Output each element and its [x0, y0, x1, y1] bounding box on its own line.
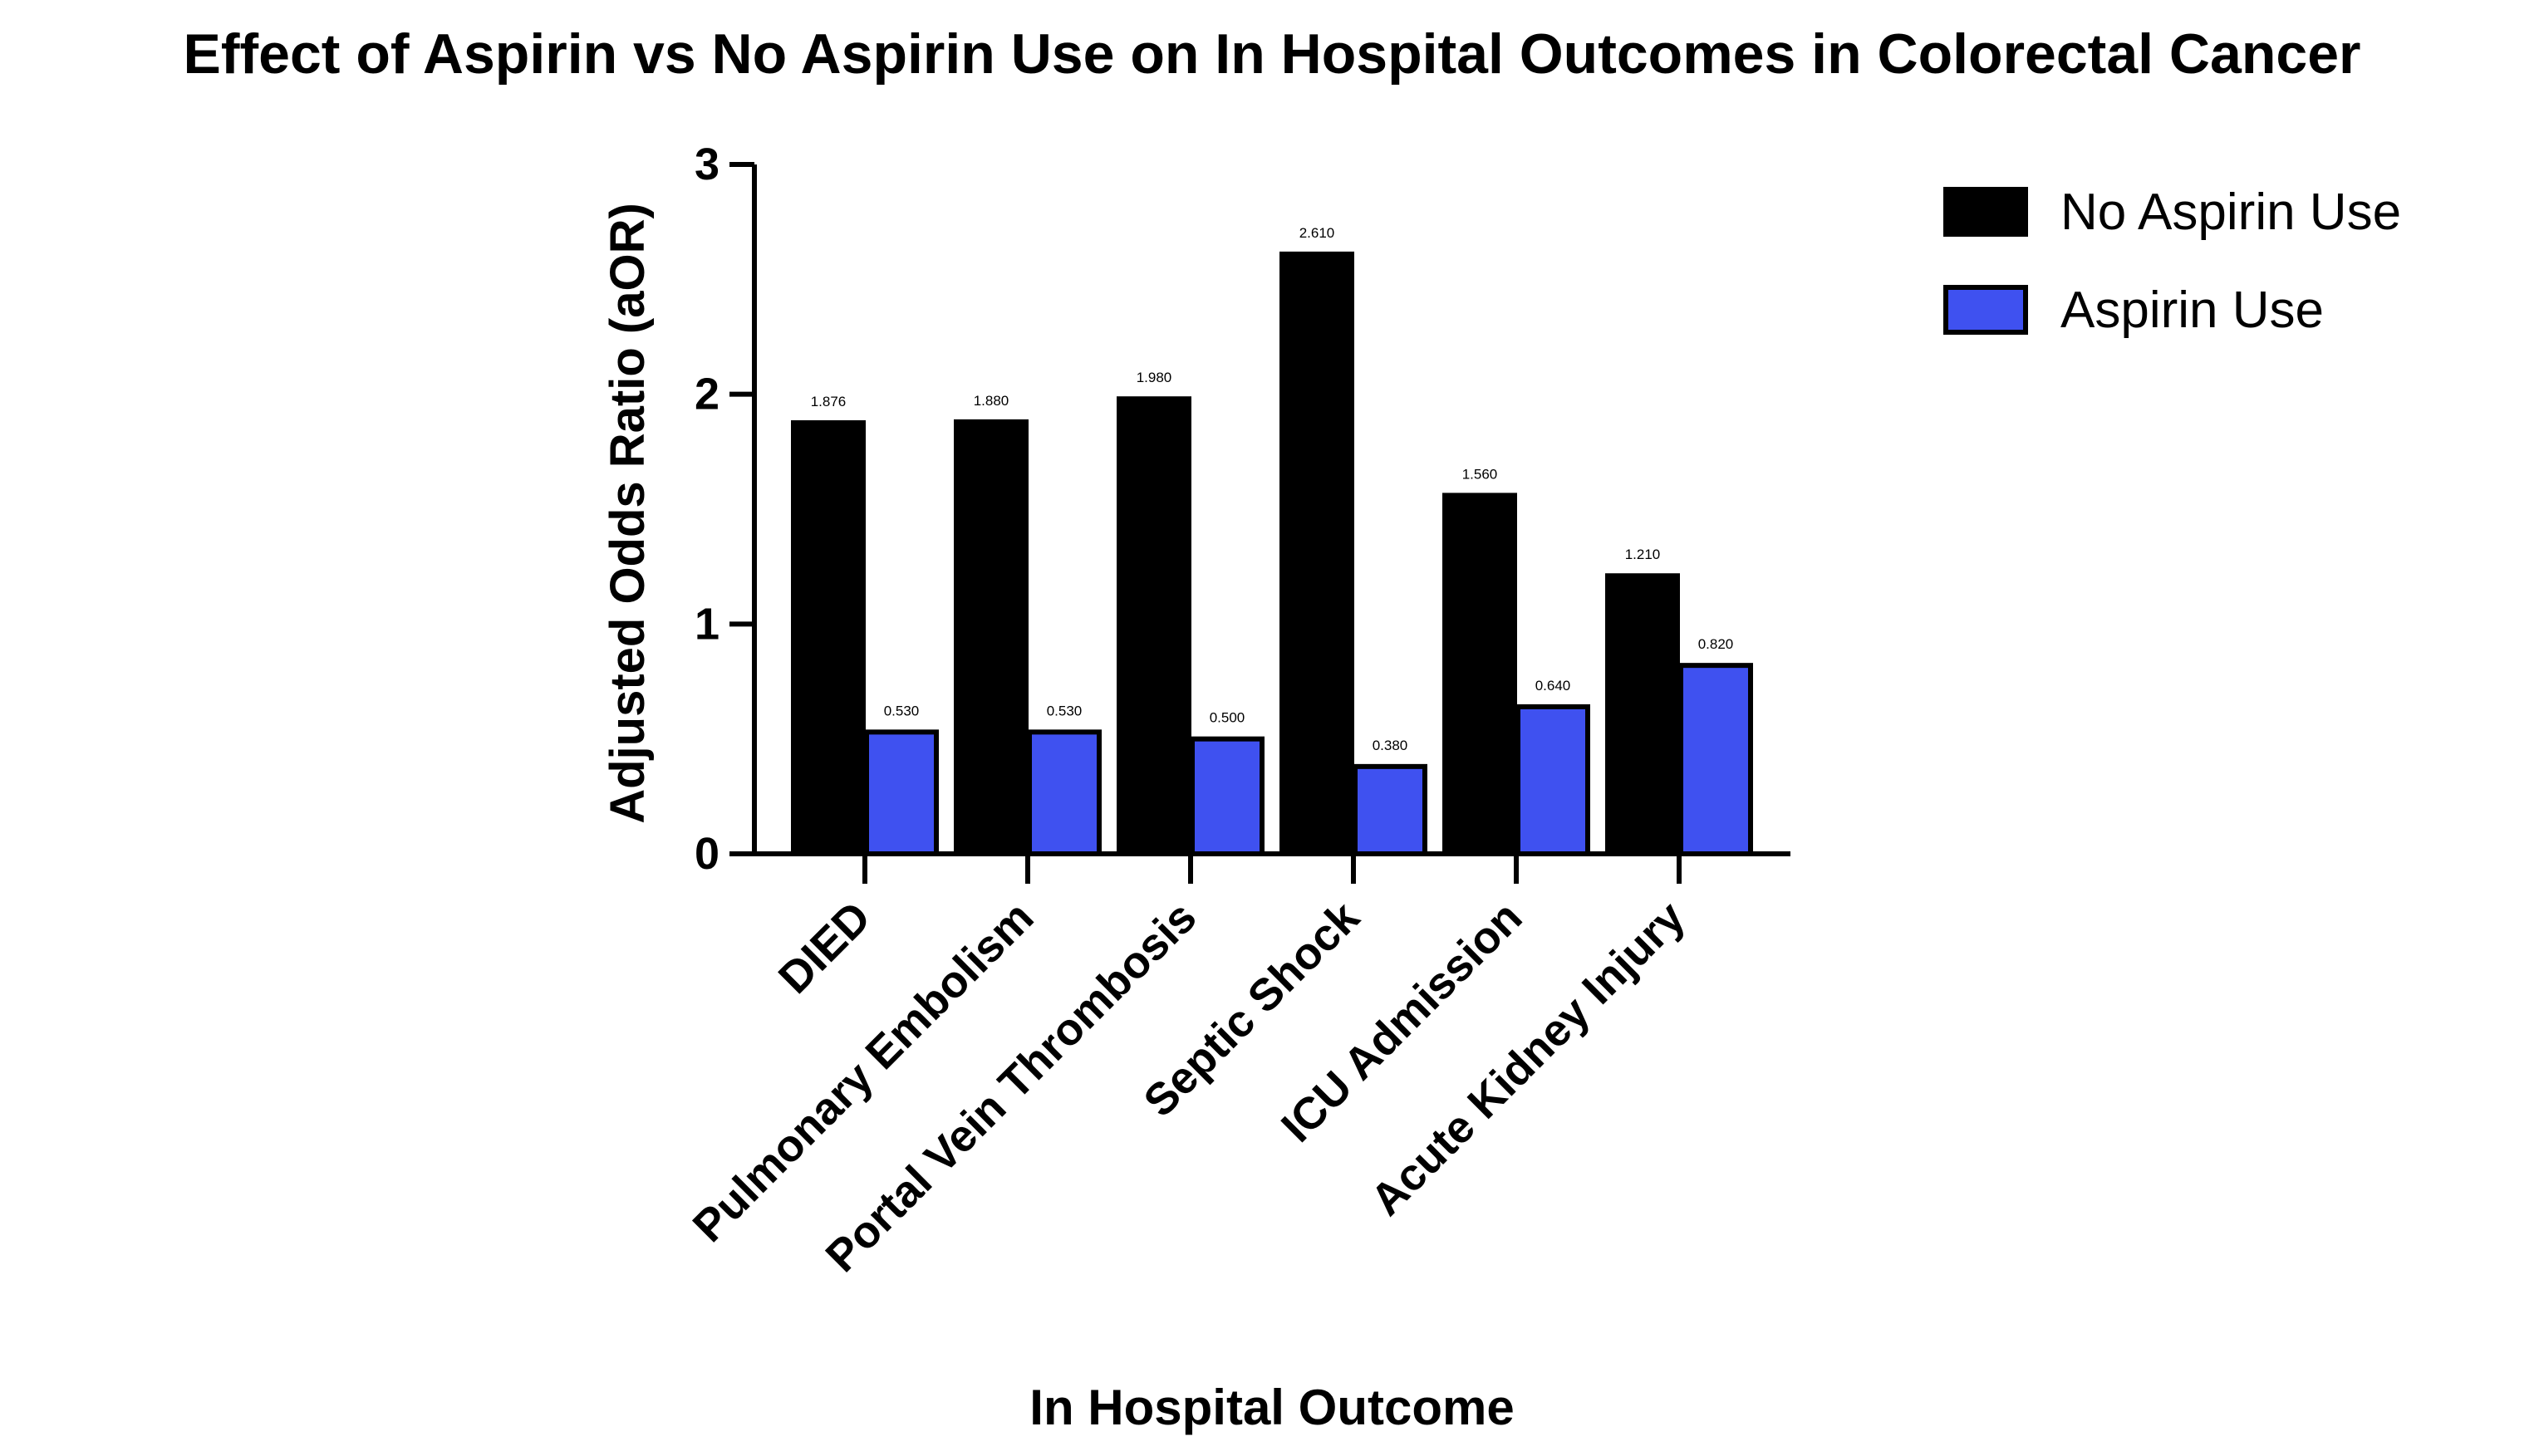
y-tick-label: 0 — [695, 829, 719, 879]
data-label: 2.610 — [1299, 225, 1335, 241]
data-label: 1.980 — [1137, 370, 1172, 385]
data-label: 0.530 — [884, 703, 920, 718]
legend-label: Aspirin Use — [2060, 282, 2324, 339]
bar-aspirin — [1678, 663, 1753, 857]
y-axis-label: Adjusted Odds Ratio (aOR) — [601, 203, 655, 824]
legend-label: No Aspirin Use — [2060, 184, 2401, 241]
bar-no-aspirin — [1279, 251, 1354, 856]
x-tick-label: DIED — [769, 892, 881, 1003]
bar-aspirin — [1353, 763, 1427, 856]
data-label: 0.380 — [1373, 738, 1408, 753]
legend-swatch — [1943, 187, 2028, 237]
y-tick-label: 3 — [695, 140, 719, 189]
x-tick-label: Pulmonary Embolism — [684, 892, 1044, 1252]
bar-aspirin — [1515, 703, 1590, 857]
bar-no-aspirin — [791, 419, 866, 856]
data-label: 1.210 — [1625, 547, 1661, 562]
data-label: 1.560 — [1462, 466, 1498, 482]
bar-no-aspirin — [1605, 573, 1680, 856]
data-label: 0.530 — [1047, 703, 1083, 718]
data-label: 0.500 — [1210, 710, 1245, 726]
bar-no-aspirin — [1442, 493, 1517, 857]
data-label: 0.820 — [1698, 636, 1734, 652]
legend-swatch — [1943, 285, 2028, 335]
bars: 1.876 0.530 1.880 0.530 1.980 0.500 2.610 0.380… — [791, 225, 1753, 857]
x-tick-label: Acute Kidney Injury — [1361, 892, 1694, 1225]
bar-no-aspirin — [1117, 396, 1191, 856]
bar-aspirin — [864, 729, 939, 856]
legend: No Aspirin Use Aspirin Use — [1943, 184, 2401, 339]
data-label: 1.876 — [811, 394, 847, 409]
x-axis-label: In Hospital Outcome — [1029, 1380, 1514, 1435]
y-tick-label: 2 — [695, 370, 719, 419]
bar-aspirin — [1027, 729, 1102, 856]
chart-title: Effect of Aspirin vs No Aspirin Use on I… — [184, 22, 2361, 86]
y-tick-label: 1 — [695, 599, 719, 649]
data-label: 0.640 — [1535, 678, 1571, 694]
data-label: 1.880 — [974, 393, 1009, 409]
bar-no-aspirin — [954, 419, 1029, 857]
bar-aspirin — [1190, 736, 1265, 857]
